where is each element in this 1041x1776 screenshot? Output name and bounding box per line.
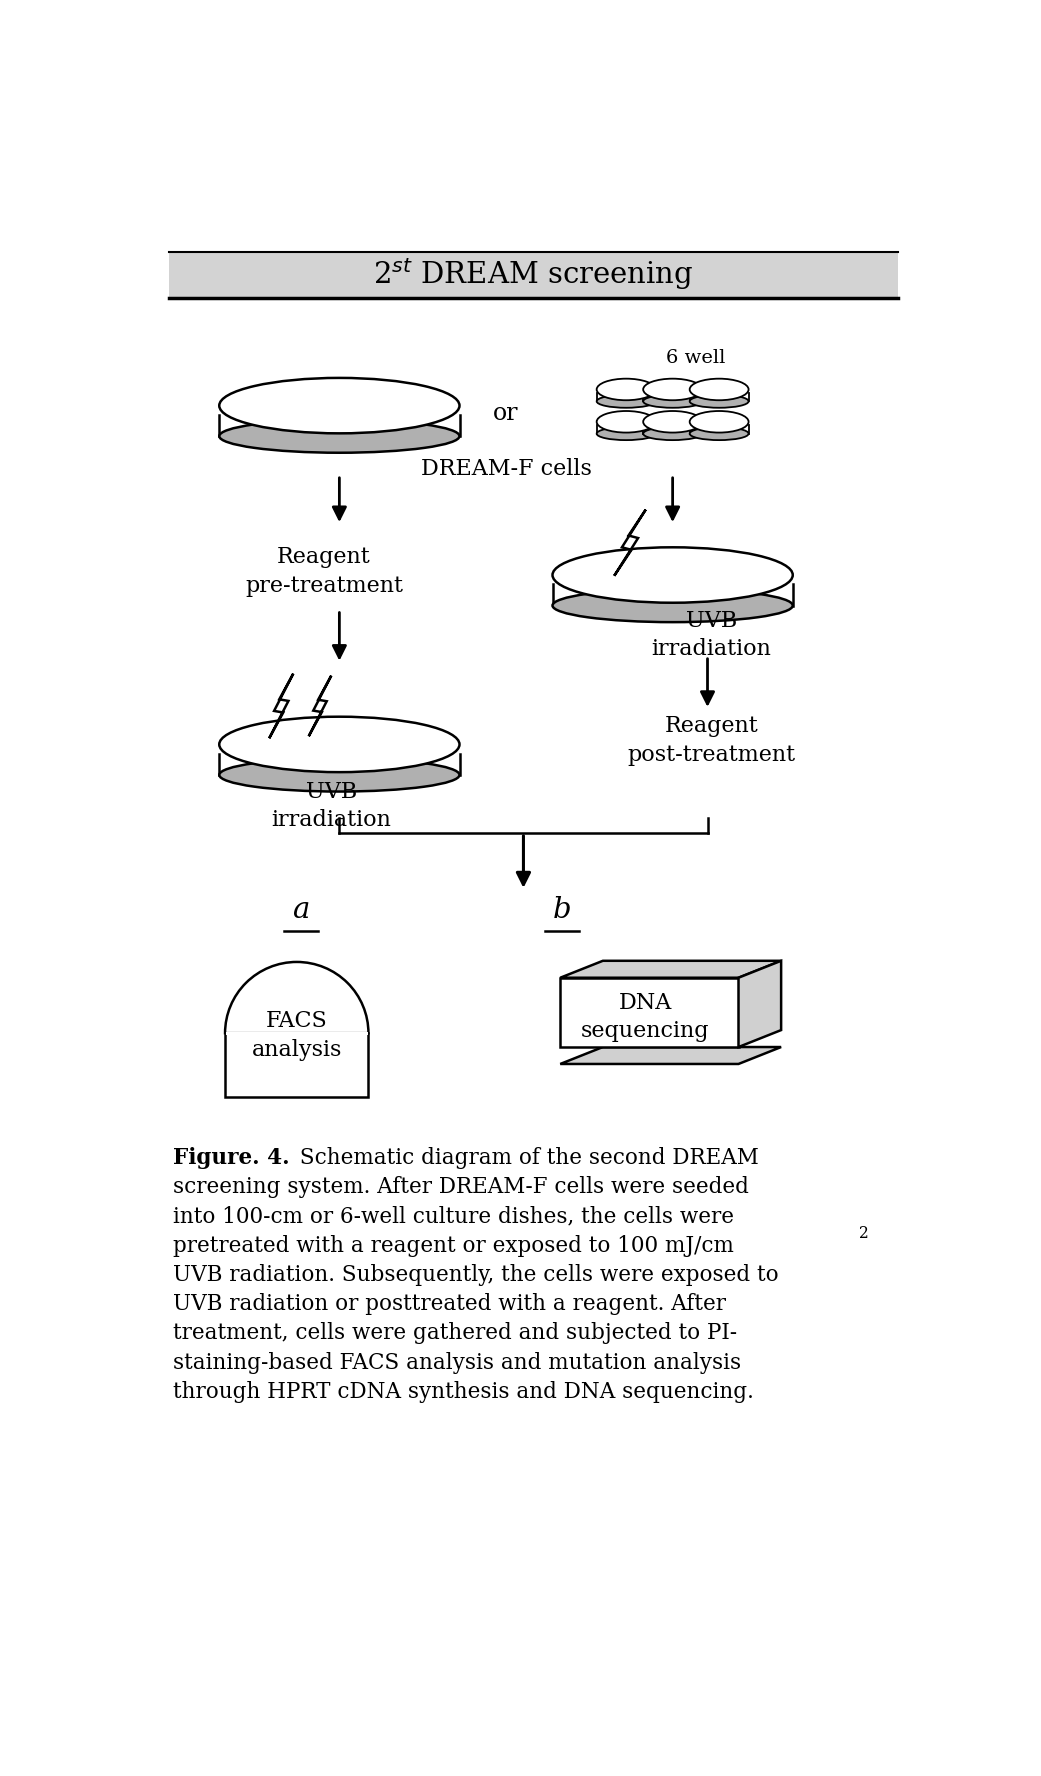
Text: Reagent
post-treatment: Reagent post-treatment — [628, 716, 795, 765]
Text: FACS
analysis: FACS analysis — [252, 1011, 341, 1060]
Ellipse shape — [596, 410, 656, 433]
Ellipse shape — [643, 410, 702, 433]
Text: into 100-cm or 6-well culture dishes, the cells were: into 100-cm or 6-well culture dishes, th… — [173, 1206, 734, 1227]
Text: UVB
irradiation: UVB irradiation — [272, 781, 391, 831]
Text: 2$^{st}$ DREAM screening: 2$^{st}$ DREAM screening — [374, 258, 693, 293]
Ellipse shape — [220, 378, 459, 433]
Ellipse shape — [553, 590, 793, 622]
Bar — [226, 1032, 367, 1035]
Ellipse shape — [643, 428, 702, 440]
Ellipse shape — [596, 394, 656, 408]
Polygon shape — [614, 510, 645, 575]
Text: pretreated with a reagent or exposed to 100 mJ/cm: pretreated with a reagent or exposed to … — [173, 1234, 734, 1257]
Text: DREAM-F cells: DREAM-F cells — [421, 458, 591, 480]
Ellipse shape — [690, 378, 748, 400]
Ellipse shape — [690, 410, 748, 433]
Ellipse shape — [596, 428, 656, 440]
Ellipse shape — [220, 718, 459, 773]
Polygon shape — [270, 673, 294, 739]
Text: staining-based FACS analysis and mutation analysis: staining-based FACS analysis and mutatio… — [173, 1352, 741, 1373]
Text: 6 well: 6 well — [666, 348, 726, 368]
Polygon shape — [560, 961, 781, 979]
Polygon shape — [560, 979, 738, 1048]
Text: UVB radiation or posttreated with a reagent. After: UVB radiation or posttreated with a reag… — [173, 1293, 726, 1314]
Ellipse shape — [643, 378, 702, 400]
Text: or: or — [493, 401, 518, 424]
Text: screening system. After DREAM-F cells were seeded: screening system. After DREAM-F cells we… — [173, 1176, 748, 1199]
Text: DNA
sequencing: DNA sequencing — [581, 991, 710, 1043]
Text: Reagent
pre-treatment: Reagent pre-treatment — [245, 545, 403, 597]
Ellipse shape — [220, 419, 459, 453]
Text: Figure. 4.: Figure. 4. — [173, 1147, 289, 1169]
Bar — [225, 1034, 369, 1098]
Polygon shape — [560, 1048, 781, 1064]
Polygon shape — [738, 961, 781, 1048]
Ellipse shape — [553, 547, 793, 602]
Text: UVB radiation. Subsequently, the cells were exposed to: UVB radiation. Subsequently, the cells w… — [173, 1265, 779, 1286]
Ellipse shape — [643, 394, 702, 408]
Wedge shape — [225, 963, 369, 1034]
Text: UVB
irradiation: UVB irradiation — [652, 609, 771, 661]
Text: a: a — [291, 895, 309, 924]
Text: 2: 2 — [859, 1225, 868, 1241]
Ellipse shape — [596, 378, 656, 400]
Text: treatment, cells were gathered and subjected to PI-: treatment, cells were gathered and subje… — [173, 1323, 737, 1344]
Bar — [169, 252, 898, 298]
Text: through HPRT cDNA synthesis and DNA sequencing.: through HPRT cDNA synthesis and DNA sequ… — [173, 1380, 754, 1403]
Ellipse shape — [690, 394, 748, 408]
Text: Schematic diagram of the second DREAM: Schematic diagram of the second DREAM — [293, 1147, 759, 1169]
Ellipse shape — [220, 758, 459, 792]
Ellipse shape — [690, 428, 748, 440]
Polygon shape — [309, 675, 331, 737]
Text: b: b — [553, 895, 572, 924]
